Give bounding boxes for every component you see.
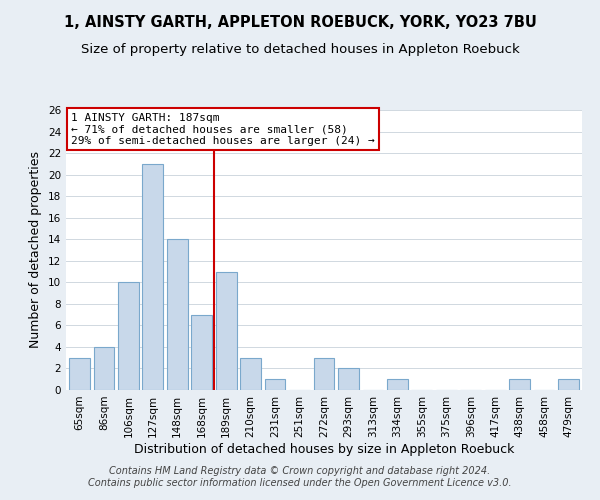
Text: Contains HM Land Registry data © Crown copyright and database right 2024.
Contai: Contains HM Land Registry data © Crown c… <box>88 466 512 487</box>
Bar <box>191 314 212 390</box>
Text: 1, AINSTY GARTH, APPLETON ROEBUCK, YORK, YO23 7BU: 1, AINSTY GARTH, APPLETON ROEBUCK, YORK,… <box>64 15 536 30</box>
Bar <box>94 347 114 390</box>
Bar <box>69 358 90 390</box>
Bar <box>387 379 408 390</box>
Bar <box>265 379 286 390</box>
Bar <box>558 379 579 390</box>
Bar <box>142 164 163 390</box>
Bar <box>118 282 139 390</box>
X-axis label: Distribution of detached houses by size in Appleton Roebuck: Distribution of detached houses by size … <box>134 442 514 456</box>
Bar <box>167 239 188 390</box>
Text: Size of property relative to detached houses in Appleton Roebuck: Size of property relative to detached ho… <box>80 42 520 56</box>
Text: 1 AINSTY GARTH: 187sqm
← 71% of detached houses are smaller (58)
29% of semi-det: 1 AINSTY GARTH: 187sqm ← 71% of detached… <box>71 113 375 146</box>
Bar <box>338 368 359 390</box>
Bar <box>216 272 236 390</box>
Y-axis label: Number of detached properties: Number of detached properties <box>29 152 43 348</box>
Bar <box>240 358 261 390</box>
Bar <box>314 358 334 390</box>
Bar <box>509 379 530 390</box>
